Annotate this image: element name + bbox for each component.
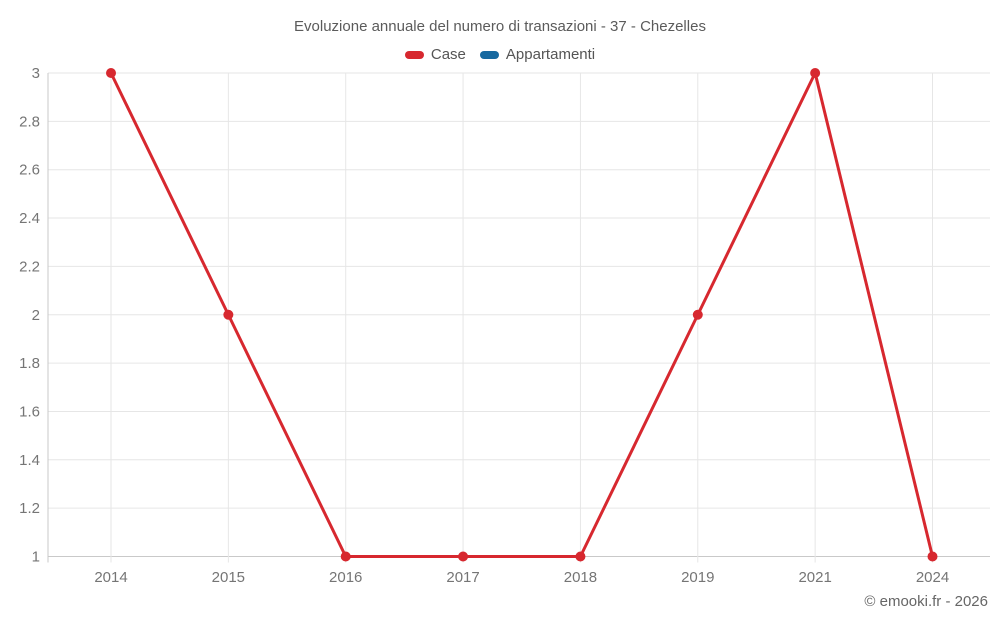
series-line-case <box>109 71 934 558</box>
y-axis-tick-label: 1.6 <box>19 403 40 420</box>
chart-legend: Case Appartamenti <box>0 46 1000 63</box>
data-point-case-2021[interactable] <box>810 68 821 78</box>
data-point-case-2016[interactable] <box>340 551 351 562</box>
x-axis-tick-label: 2018 <box>564 569 597 586</box>
legend-swatch-appartamenti-icon <box>479 50 499 59</box>
data-point-case-2015[interactable] <box>223 309 234 320</box>
x-axis-tick-label: 2017 <box>446 569 479 586</box>
y-axis-tick-label: 2.4 <box>19 210 40 227</box>
copyright-text: © emooki.fr - 2026 <box>864 593 988 610</box>
data-point-case-2019[interactable] <box>692 309 703 320</box>
y-axis-tick-label: 2.2 <box>19 258 40 275</box>
x-axis-tick-label: 2024 <box>916 569 949 586</box>
y-axis-tick-label: 2 <box>32 307 40 324</box>
y-axis-tick-label: 1.4 <box>19 452 40 469</box>
legend-swatch-case-icon <box>404 50 424 59</box>
legend-label-appartamenti: Appartamenti <box>505 46 596 63</box>
chart-title: Evoluzione annuale del numero di transaz… <box>294 18 706 35</box>
x-axis-tick-label: 2016 <box>329 569 362 586</box>
y-axis-tick-label: 2.8 <box>19 113 40 130</box>
y-axis-tick-label: 1 <box>32 549 40 566</box>
y-axis-tick-label: 1.8 <box>19 355 40 372</box>
x-axis-tick-label: 2014 <box>94 569 127 586</box>
data-point-case-2024[interactable] <box>927 551 938 562</box>
data-point-case-2014[interactable] <box>106 68 116 78</box>
legend-label-case: Case <box>430 46 466 63</box>
legend-item-case[interactable]: Case <box>404 46 466 63</box>
data-point-case-2018[interactable] <box>575 551 586 562</box>
y-axis-tick-label: 1.2 <box>19 500 40 517</box>
y-axis-tick-label: 3 <box>32 65 40 82</box>
x-axis-tick-label: 2019 <box>681 569 714 586</box>
x-axis-tick-label: 2015 <box>212 569 245 586</box>
legend-item-appartamenti[interactable]: Appartamenti <box>479 46 596 63</box>
x-axis-tick-label: 2021 <box>798 569 831 586</box>
y-axis-tick-label: 2.6 <box>19 162 40 179</box>
data-point-case-2017[interactable] <box>458 551 469 562</box>
